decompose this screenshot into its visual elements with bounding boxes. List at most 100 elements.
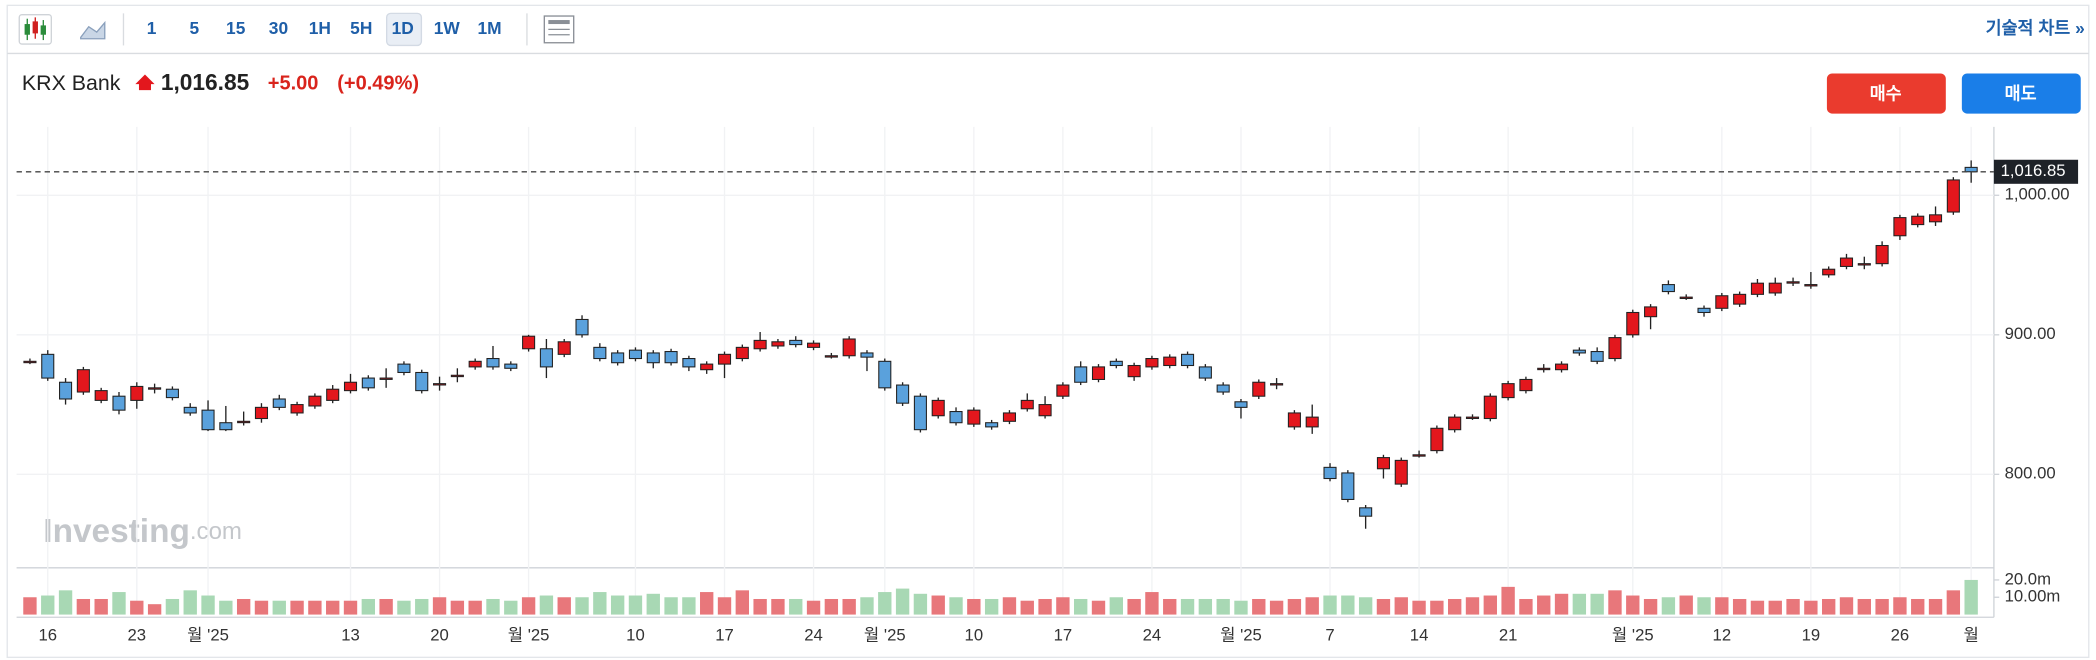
volume-bar xyxy=(735,590,749,615)
x-tick-label: 13 xyxy=(341,625,360,644)
volume-bar xyxy=(1430,600,1444,615)
layout-icon[interactable] xyxy=(543,15,575,44)
candle-body xyxy=(1946,179,1960,213)
candle-body xyxy=(1038,404,1052,417)
interval[interactable]: 15 xyxy=(226,18,246,38)
candle-body xyxy=(1127,364,1141,378)
x-tick-label: 월 '25 xyxy=(1220,625,1262,644)
volume-bar xyxy=(1554,593,1569,615)
candle-body xyxy=(1412,454,1426,457)
candle-body xyxy=(1252,381,1266,397)
volume-bar xyxy=(1127,598,1141,615)
volume-bar xyxy=(379,598,393,615)
interval[interactable]: 5H xyxy=(350,18,372,38)
volume-bar xyxy=(468,600,482,615)
volume-bar xyxy=(771,598,785,615)
candle-body xyxy=(326,388,340,401)
interval[interactable]: 1 xyxy=(147,18,157,38)
candle-body xyxy=(1430,427,1444,452)
volume-bar xyxy=(450,600,465,615)
interval[interactable]: 1W xyxy=(434,18,461,38)
volume-bar xyxy=(415,598,429,615)
technical-chart-link[interactable]: 기술적 차트 » xyxy=(1986,18,2085,38)
watermark-brand: Investing xyxy=(43,513,190,550)
candle-body xyxy=(148,387,162,390)
volume-bar xyxy=(664,597,678,615)
x-tick-label: 17 xyxy=(1054,625,1073,644)
candle-body xyxy=(1875,244,1889,265)
volume-bar xyxy=(1537,595,1551,615)
buy-button[interactable] xyxy=(1826,73,1946,114)
candle-body xyxy=(1376,457,1390,470)
volume-bar xyxy=(504,600,518,615)
interval[interactable]: 30 xyxy=(269,18,288,38)
volume-bar xyxy=(219,600,233,615)
interval[interactable]: 1D xyxy=(392,18,414,38)
volume-bar xyxy=(682,597,696,615)
volume-bar xyxy=(1804,600,1818,615)
watermark-suffix: .com xyxy=(190,518,242,545)
candle-body xyxy=(593,346,607,360)
volume-bar xyxy=(1626,595,1640,615)
candle-body xyxy=(379,377,393,380)
candle-body xyxy=(1234,401,1248,408)
candle-body xyxy=(1733,293,1747,305)
volume-bar xyxy=(1590,593,1604,615)
candle-body xyxy=(700,363,714,371)
candle-body xyxy=(1928,214,1943,223)
volume-bar xyxy=(521,597,536,615)
candle-body xyxy=(789,339,803,346)
sell-label[interactable]: 매도 xyxy=(2005,83,2037,103)
price: 1,016.85 xyxy=(161,69,249,95)
candle-body xyxy=(860,352,874,358)
volume-bar xyxy=(1732,598,1747,615)
x-tick-label: 24 xyxy=(1143,625,1162,644)
candle-body xyxy=(1608,337,1622,360)
candle-body xyxy=(486,357,500,368)
x-tick-label: 19 xyxy=(1802,625,1821,644)
volume-bar xyxy=(1091,600,1106,615)
candle-body xyxy=(112,395,126,411)
volume-bar xyxy=(1946,590,1961,615)
candle-body xyxy=(1857,263,1871,266)
volume-bar xyxy=(1750,600,1765,615)
candle-body xyxy=(219,422,233,431)
candle-body xyxy=(878,360,892,389)
sell-button[interactable] xyxy=(1961,73,2081,114)
candle-body xyxy=(717,353,732,365)
volume-bar xyxy=(1198,598,1213,615)
buy-label[interactable]: 매수 xyxy=(1870,83,1902,103)
volume-bar xyxy=(1323,595,1337,615)
candle-body xyxy=(646,352,660,364)
volume-bar xyxy=(717,597,732,615)
y-tick-label: 800.00 xyxy=(2005,464,2056,483)
candle-body xyxy=(1626,311,1640,336)
candle-body xyxy=(76,369,90,393)
candle-body xyxy=(1644,306,1658,318)
active-interval-box xyxy=(385,12,423,47)
candle-body xyxy=(94,390,108,401)
x-tick-label: 10 xyxy=(965,625,984,644)
volume-bar xyxy=(58,590,73,615)
volume-bar xyxy=(94,598,108,615)
x-tick-label: 14 xyxy=(1410,625,1429,644)
area-icon[interactable] xyxy=(80,20,106,40)
icon-body xyxy=(32,21,38,34)
candle-body xyxy=(522,335,536,350)
interval[interactable]: 1H xyxy=(309,18,331,38)
candle-body xyxy=(1572,349,1586,354)
frame xyxy=(6,4,2090,658)
volume-bar xyxy=(557,597,571,615)
interval[interactable]: 5 xyxy=(189,18,199,38)
volume-bar xyxy=(343,600,358,615)
interval[interactable]: 1M xyxy=(477,18,501,38)
volume-bar xyxy=(1109,597,1123,615)
candle-icon[interactable] xyxy=(18,14,52,45)
candle-body xyxy=(1323,466,1337,480)
icon-bar xyxy=(548,20,570,25)
volume-bar xyxy=(308,600,322,615)
candle-body xyxy=(896,384,910,404)
candle-body xyxy=(397,363,411,374)
volume-bar xyxy=(949,597,963,615)
